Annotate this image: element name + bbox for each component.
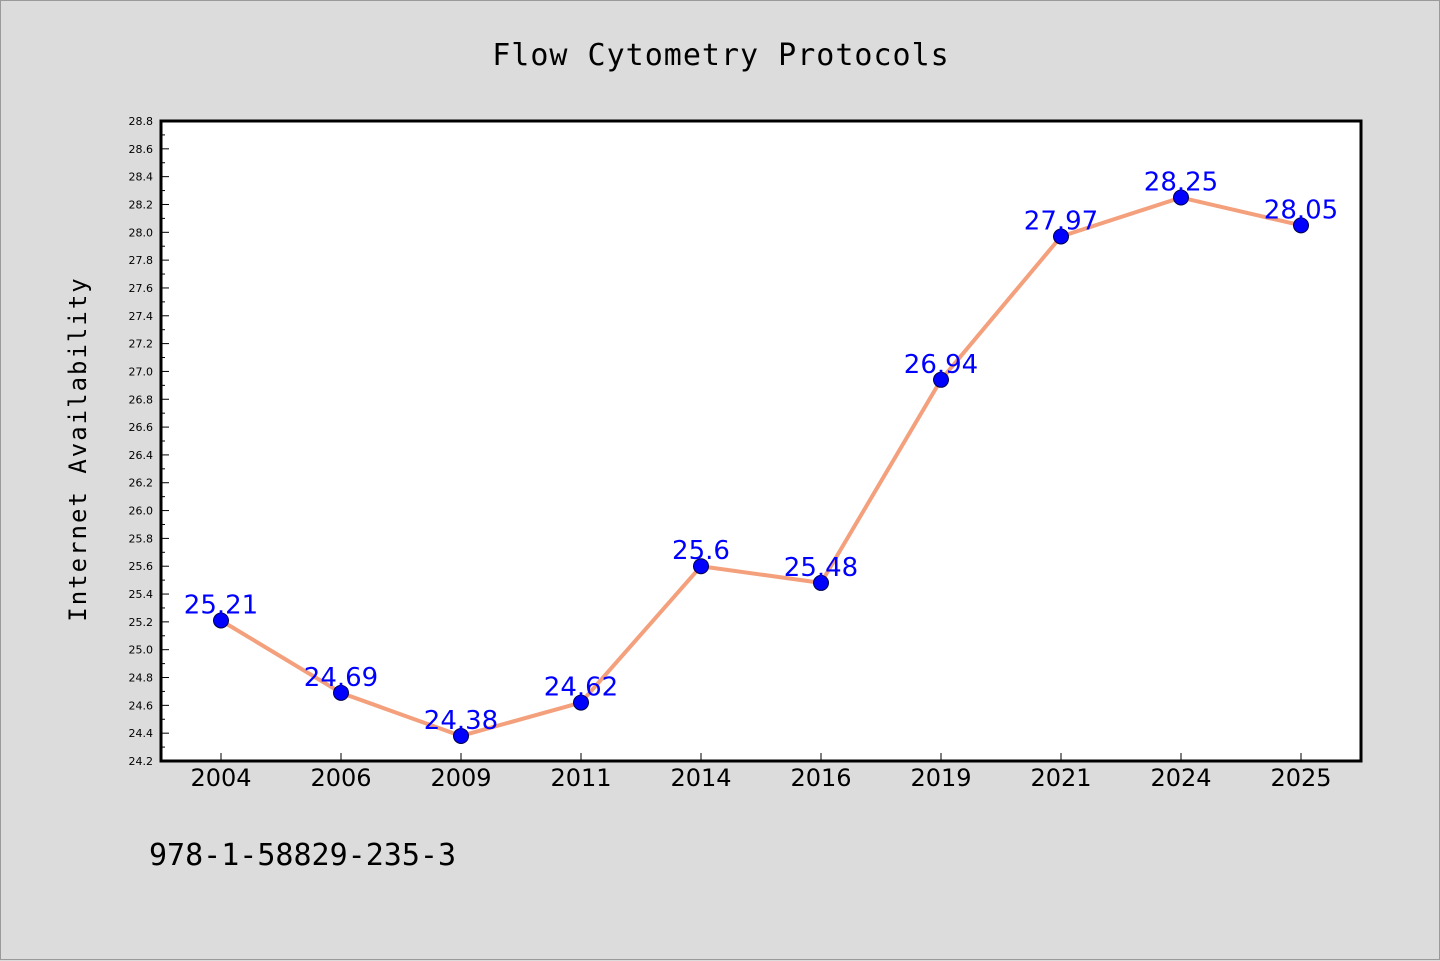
x-tick-label: 2009 xyxy=(430,764,491,792)
x-tick-label: 2025 xyxy=(1270,764,1331,792)
data-label: 24.69 xyxy=(304,663,378,693)
data-label: 27.97 xyxy=(1024,206,1098,236)
data-label: 24.62 xyxy=(544,673,618,703)
y-tick-label: 28.2 xyxy=(129,198,154,211)
data-point xyxy=(333,684,349,701)
y-tick-label: 26.0 xyxy=(129,505,154,518)
y-tick-label: 28.8 xyxy=(129,115,154,128)
y-tick-label: 25.0 xyxy=(129,644,154,657)
y-tick-label: 28.0 xyxy=(129,226,154,239)
y-tick-label: 24.4 xyxy=(129,727,154,740)
y-axis: 24.2 24.4 24.6 24.8 25.0 25.2 25.4 25.6 25.8 26.0… xyxy=(129,115,169,768)
x-tick-label: 2024 xyxy=(1150,764,1211,792)
x-tick-label: 2019 xyxy=(910,764,971,792)
y-tick-label: 26.4 xyxy=(129,449,154,462)
x-tick-label: 2011 xyxy=(550,764,611,792)
data-point xyxy=(213,612,229,629)
data-label: 28.25 xyxy=(1144,168,1218,198)
x-tick-label: 2014 xyxy=(670,764,731,792)
y-tick-label: 24.2 xyxy=(129,755,154,768)
series-group: 25.21 24.69 24.38 24.62 25.6 25.48 26.94 27.97 2… xyxy=(184,168,1338,744)
y-tick-label: 27.0 xyxy=(129,365,154,378)
y-tick-label: 24.6 xyxy=(129,699,154,712)
x-axis: 2004 2006 2009 2011 2014 2016 2019 2021 2024 2025 xyxy=(190,753,1332,792)
y-tick-label: 24.8 xyxy=(129,672,154,685)
y-tick-label: 28.6 xyxy=(129,143,154,156)
y-tick-label: 25.4 xyxy=(129,588,154,601)
data-point xyxy=(1053,228,1069,245)
data-point xyxy=(573,694,589,711)
y-tick-label: 26.6 xyxy=(129,421,154,434)
data-label: 26.94 xyxy=(904,350,978,380)
x-tick-label: 2004 xyxy=(190,764,251,792)
data-point xyxy=(693,558,709,575)
y-tick-label: 25.2 xyxy=(129,616,154,629)
x-tick-label: 2006 xyxy=(310,764,371,792)
data-point xyxy=(1293,217,1309,234)
plot-area xyxy=(159,119,1363,763)
x-tick-label: 2016 xyxy=(790,764,851,792)
y-tick-label: 27.6 xyxy=(129,282,154,295)
y-tick-label: 25.8 xyxy=(129,532,154,545)
y-tick-label: 27.4 xyxy=(129,310,154,323)
data-label: 25.21 xyxy=(184,590,258,620)
y-tick-label: 27.2 xyxy=(129,338,154,351)
y-axis-label: Internet Availability xyxy=(64,276,92,621)
data-label: 25.48 xyxy=(784,553,858,583)
y-tick-label: 25.6 xyxy=(129,560,154,573)
data-point xyxy=(813,574,829,591)
y-tick-label: 26.2 xyxy=(129,477,154,490)
y-tick-label: 28.4 xyxy=(129,171,154,184)
series-line xyxy=(219,195,1302,738)
isbn-text: 978-1-58829-235-3 xyxy=(149,838,456,873)
chart-title: Flow Cytometry Protocols xyxy=(492,38,949,73)
x-tick-label: 2021 xyxy=(1030,764,1091,792)
data-label: 25.6 xyxy=(672,536,730,566)
data-label: 28.05 xyxy=(1264,195,1338,225)
data-point xyxy=(1173,189,1189,206)
data-label: 24.38 xyxy=(424,706,498,736)
data-point xyxy=(933,371,949,388)
y-tick-label: 26.8 xyxy=(129,393,154,406)
y-tick-label: 27.8 xyxy=(129,254,154,267)
data-point xyxy=(453,727,469,744)
